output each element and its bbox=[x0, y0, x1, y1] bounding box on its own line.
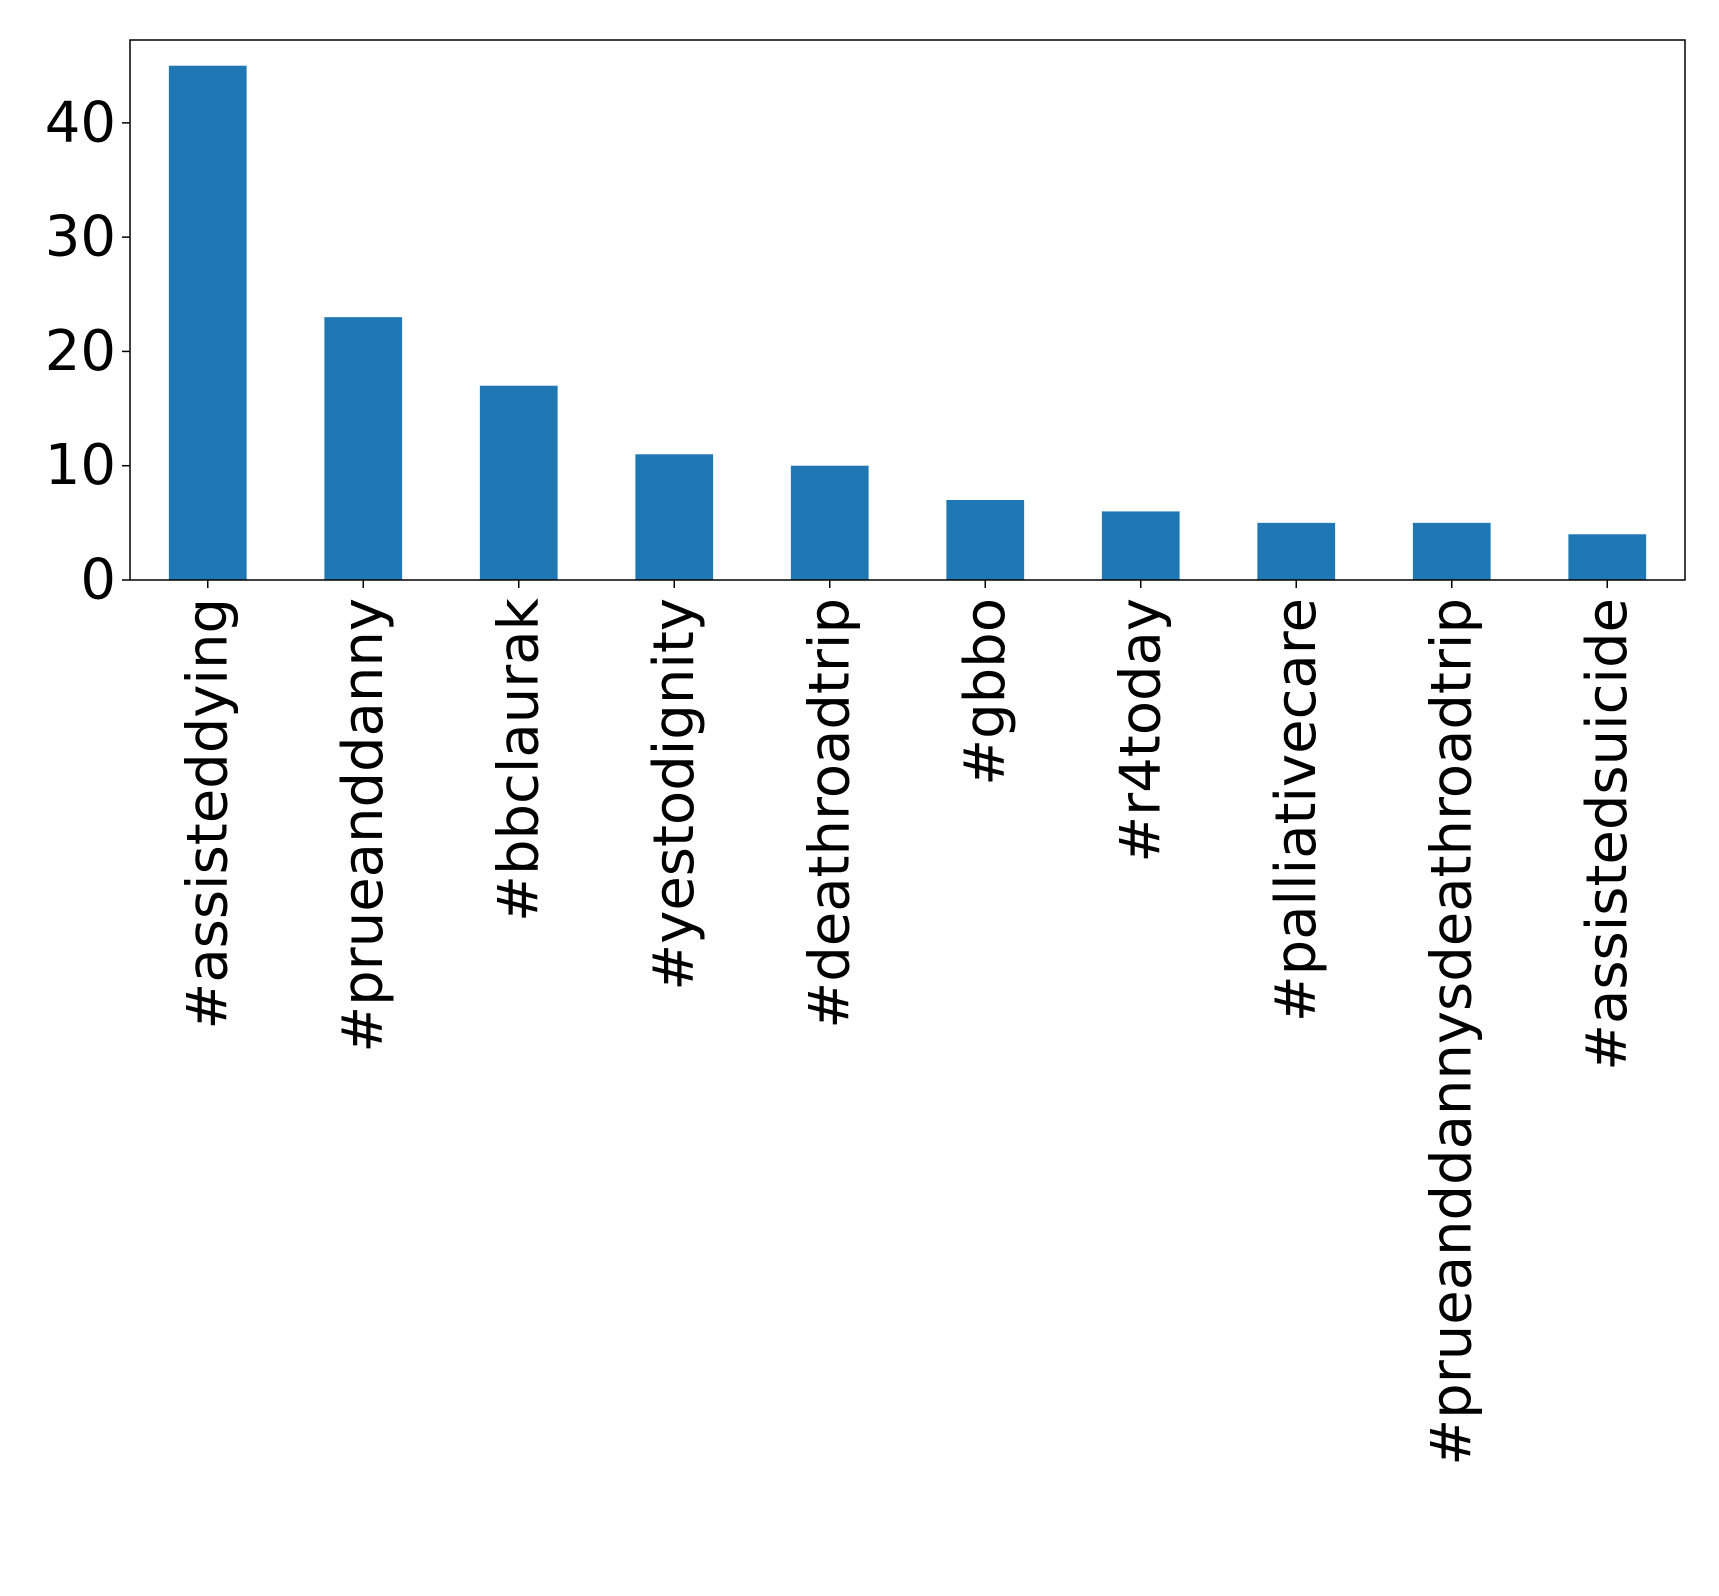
x-tick-label: #deathroadtrip bbox=[797, 598, 862, 1029]
x-tick-label: #r4today bbox=[1108, 598, 1173, 863]
plot-frame bbox=[129, 39, 1686, 581]
y-tick-label: 30 bbox=[45, 205, 116, 270]
bar bbox=[635, 454, 714, 580]
x-tick-label: #bbclaurak bbox=[486, 597, 551, 922]
x-tick-label: #palliativecare bbox=[1264, 598, 1329, 1022]
x-tick-label: #assisteddying bbox=[175, 598, 240, 1030]
x-tick-label: #yestodignity bbox=[642, 598, 707, 991]
bar bbox=[790, 465, 869, 580]
y-tick-label: 10 bbox=[45, 433, 116, 498]
bars-layer bbox=[168, 65, 1647, 580]
y-tick-label: 20 bbox=[45, 319, 116, 384]
x-tick-label: #prueanddannysdeathroadtrip bbox=[1419, 598, 1484, 1466]
x-axis: #assisteddying #prueanddanny #bbclaurak #ye… bbox=[175, 580, 1640, 1466]
y-axis: 0 10 20 30 40 bbox=[45, 90, 130, 613]
bar bbox=[1412, 522, 1491, 580]
bar bbox=[324, 317, 403, 580]
x-tick-label: #gbbo bbox=[953, 598, 1018, 786]
bar bbox=[168, 65, 247, 580]
bar bbox=[1101, 511, 1180, 580]
y-tick-label: 40 bbox=[45, 90, 116, 155]
bar bbox=[1568, 534, 1647, 580]
bar bbox=[1257, 522, 1336, 580]
bar bbox=[946, 500, 1025, 580]
x-tick-label: #assistedsuicide bbox=[1575, 598, 1640, 1071]
y-tick-label: 0 bbox=[80, 548, 116, 613]
x-tick-label: #prueanddanny bbox=[331, 598, 396, 1053]
bar bbox=[479, 385, 558, 580]
